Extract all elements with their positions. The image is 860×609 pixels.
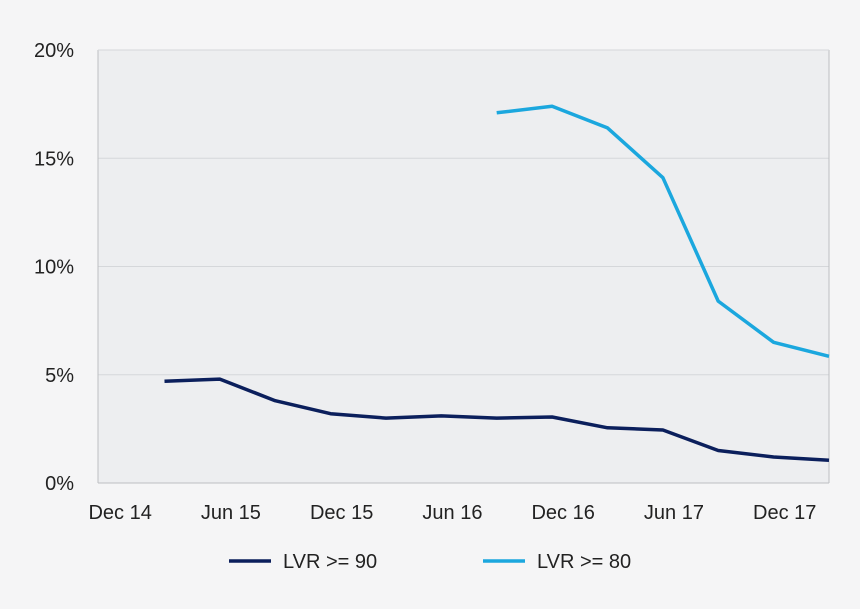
y-tick-label: 10% xyxy=(34,257,74,279)
x-tick-label: Jun 15 xyxy=(201,502,261,524)
series-lines xyxy=(164,104,830,463)
axes xyxy=(97,49,830,484)
y-axis-ticks: 0% 5% 10% 15% 20% xyxy=(34,40,74,495)
x-tick-label: Dec 17 xyxy=(753,502,816,524)
legend-label: LVR >= 90 xyxy=(283,551,377,573)
x-tick-label: Jun 16 xyxy=(422,502,482,524)
y-tick-label: 20% xyxy=(34,40,74,62)
y-tick-label: 5% xyxy=(45,365,74,387)
legend: LVR >= 90 LVR >= 80 xyxy=(229,551,631,573)
x-tick-label: Jun 17 xyxy=(644,502,704,524)
series-line-2 xyxy=(496,104,830,358)
x-tick-label: Dec 14 xyxy=(88,502,151,524)
y-tick-label: 0% xyxy=(45,473,74,495)
x-tick-label: Dec 16 xyxy=(531,502,594,524)
series-line-1 xyxy=(164,377,830,463)
x-tick-label: Dec 15 xyxy=(310,502,373,524)
x-axis-ticks: Dec 14 Jun 15 Dec 15 Jun 16 Dec 16 Jun 17 Dec … xyxy=(88,502,816,524)
legend-label: LVR >= 80 xyxy=(537,551,631,573)
y-tick-label: 15% xyxy=(34,148,74,170)
